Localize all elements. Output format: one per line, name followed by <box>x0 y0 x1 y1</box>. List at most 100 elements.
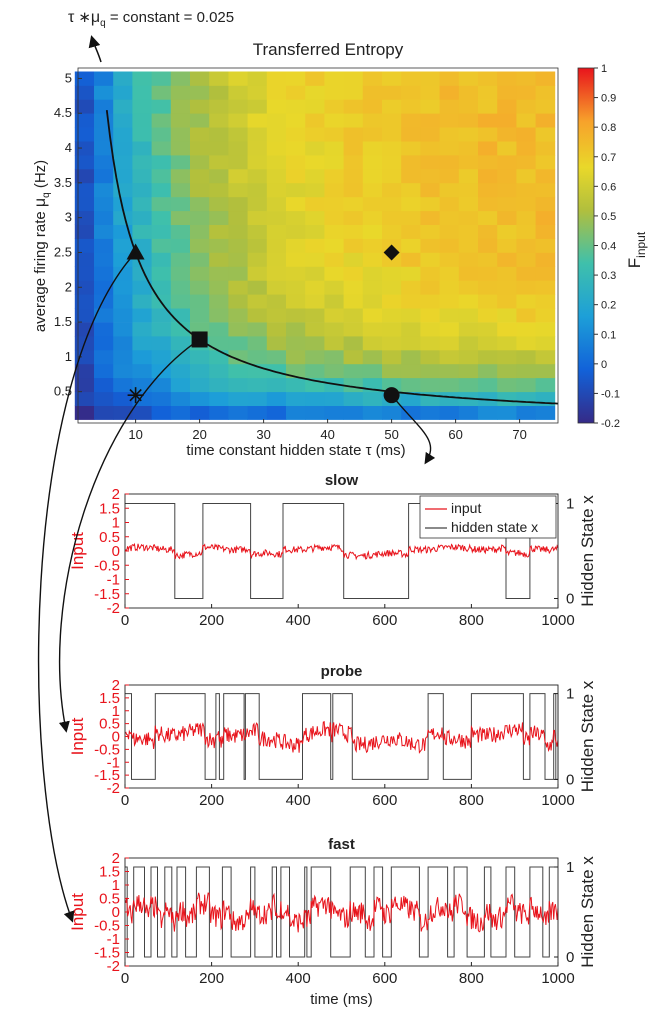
heatmap-cell <box>343 322 364 337</box>
x-tick-label: 0 <box>121 970 129 987</box>
heatmap-cell <box>478 196 498 212</box>
heatmap-cell <box>458 99 479 114</box>
heatmap-cell <box>420 85 440 100</box>
heatmap-cell <box>113 266 133 281</box>
input-line <box>124 720 559 754</box>
heatmap-cell <box>382 224 402 239</box>
heatmap-cell <box>113 196 133 212</box>
heatmap-cell <box>132 405 152 420</box>
heatmap-cell <box>362 266 383 281</box>
curve-annotation: τ ∗μq = constant = 0.025 <box>68 9 234 29</box>
heatmap-cell <box>420 113 440 128</box>
heatmap-cell <box>190 280 210 295</box>
heatmap-cell <box>170 182 191 198</box>
heatmap-cell <box>439 363 460 379</box>
heatmap-cell <box>478 182 498 198</box>
y-right-label: Hidden State x <box>578 495 597 607</box>
heatmap-cell <box>439 280 460 295</box>
heatmap-cell <box>343 336 364 351</box>
heatmap-cell <box>247 322 268 337</box>
heatmap-cell <box>497 266 517 281</box>
heatmap-cell <box>286 99 306 114</box>
heatmap-cell <box>113 99 133 114</box>
heatmap-cell <box>401 71 421 86</box>
heatmap-cell <box>74 224 95 239</box>
heatmap-cell <box>516 113 536 128</box>
heatmap-cell <box>190 224 210 239</box>
heatmap-cell <box>74 113 95 128</box>
heatmap-cell <box>401 363 421 379</box>
y-left-tick-label: -2 <box>107 958 120 975</box>
heatmap-cell <box>324 113 344 128</box>
heatmap-cell <box>190 238 210 253</box>
heatmap-cell <box>535 168 556 184</box>
heatmap-cell <box>286 127 306 142</box>
heatmap-cell <box>209 127 229 142</box>
heatmap-cell <box>305 308 325 323</box>
heatmap-cell <box>209 349 229 365</box>
heatmap-cell <box>324 377 344 393</box>
heatmap-cell <box>170 322 191 337</box>
heatmap-cell <box>247 141 268 156</box>
heatmap-cell <box>286 405 306 420</box>
heatmap-cell <box>516 322 536 337</box>
heatmap-cell <box>94 336 114 351</box>
heatmap-cell <box>439 377 460 393</box>
y-left-tick-label: 0.5 <box>99 529 120 546</box>
heatmap-cell <box>132 182 152 198</box>
panel-title: slow <box>325 472 359 489</box>
heatmap-cell <box>324 210 344 225</box>
y-left-tick-label: -1 <box>107 931 120 948</box>
x-tick-label: 0 <box>121 792 129 809</box>
heatmap-cell <box>170 377 191 393</box>
heatmap-cell <box>497 280 517 295</box>
heatmap-cell <box>362 71 383 86</box>
heatmap-cell <box>247 238 268 253</box>
x-tick-label: 1000 <box>541 792 574 809</box>
heatmap-cell <box>497 322 517 337</box>
heatmap-cell <box>94 71 114 86</box>
y-tick-label: 2 <box>65 279 72 294</box>
heatmap-cell <box>382 405 402 420</box>
y-right-label: Hidden State x <box>578 856 597 968</box>
heatmap-cell <box>266 280 287 295</box>
heatmap-cell <box>535 252 556 267</box>
heatmap-cell <box>247 336 268 351</box>
heatmap-cell <box>535 280 556 295</box>
colorbar-tick-label: 0 <box>601 359 607 371</box>
heatmap-cell <box>535 99 556 114</box>
heatmap-cell <box>247 127 268 142</box>
y-right-tick-label: 0 <box>566 771 574 788</box>
heatmap-cell <box>286 71 306 86</box>
x-tick-label: 70 <box>512 427 526 442</box>
heatmap-cell <box>228 280 248 295</box>
panel-title: fast <box>328 836 355 853</box>
heatmap-cell <box>324 252 344 267</box>
heatmap-cell <box>266 99 287 114</box>
heatmap-cell <box>132 113 152 128</box>
square-to-probe-arrow <box>58 338 200 733</box>
heatmap-cell <box>228 71 248 86</box>
y-left-label: Input <box>68 893 87 931</box>
heatmap-cell <box>420 196 440 212</box>
heatmap-cell <box>343 127 364 142</box>
heatmap-cell <box>228 308 248 323</box>
heatmap-cell <box>305 252 325 267</box>
heatmap-title: Transferred Entropy <box>253 40 404 59</box>
heatmap-cell <box>228 238 248 253</box>
heatmap-cell <box>343 238 364 253</box>
y-tick-label: 5 <box>65 70 72 85</box>
heatmap-cell <box>382 280 402 295</box>
heatmap-cell <box>401 377 421 393</box>
y-right-tick-label: 0 <box>566 949 574 966</box>
heatmap-cell <box>209 266 229 281</box>
heatmap-cell <box>401 85 421 100</box>
heatmap-cell <box>497 405 517 420</box>
heatmap-cell <box>74 141 95 156</box>
heatmap-cell <box>170 280 191 295</box>
y-left-tick-label: 0 <box>112 904 120 921</box>
heatmap-cell <box>286 210 306 225</box>
heatmap-cell <box>305 196 325 212</box>
heatmap-cell <box>190 308 210 323</box>
